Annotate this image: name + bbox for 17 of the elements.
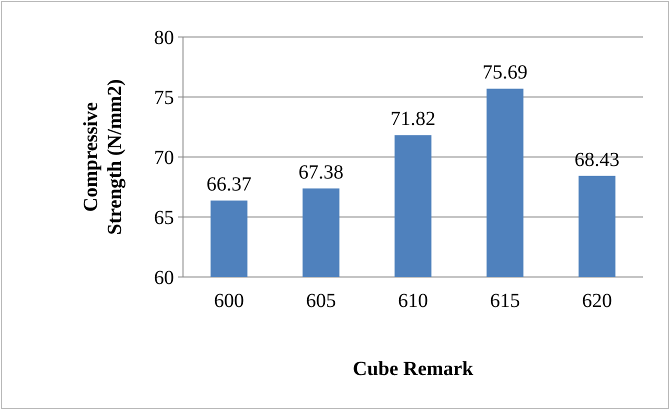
y-tick-label: 75: [154, 87, 174, 109]
data-label: 67.38: [298, 161, 344, 184]
data-label: 75.69: [482, 62, 528, 84]
x-tick-label: 605: [306, 290, 336, 312]
x-tick-label: 610: [398, 290, 428, 312]
data-label: 66.37: [206, 174, 252, 196]
y-axis-title: Compressive Strength (N/mm2): [80, 79, 126, 235]
y-tick-label: 70: [154, 147, 174, 169]
y-tick-label: 60: [154, 267, 174, 289]
x-tick-label: 620: [582, 290, 612, 312]
x-tick-label: 600: [214, 290, 244, 312]
y-tick-label: 65: [154, 207, 174, 229]
data-label: 71.82: [390, 108, 436, 130]
data-label: 68.43: [574, 148, 620, 171]
x-axis-title: Cube Remark: [352, 358, 474, 380]
x-tick-label: 615: [490, 290, 520, 312]
y-tick-label: 80: [154, 27, 174, 49]
